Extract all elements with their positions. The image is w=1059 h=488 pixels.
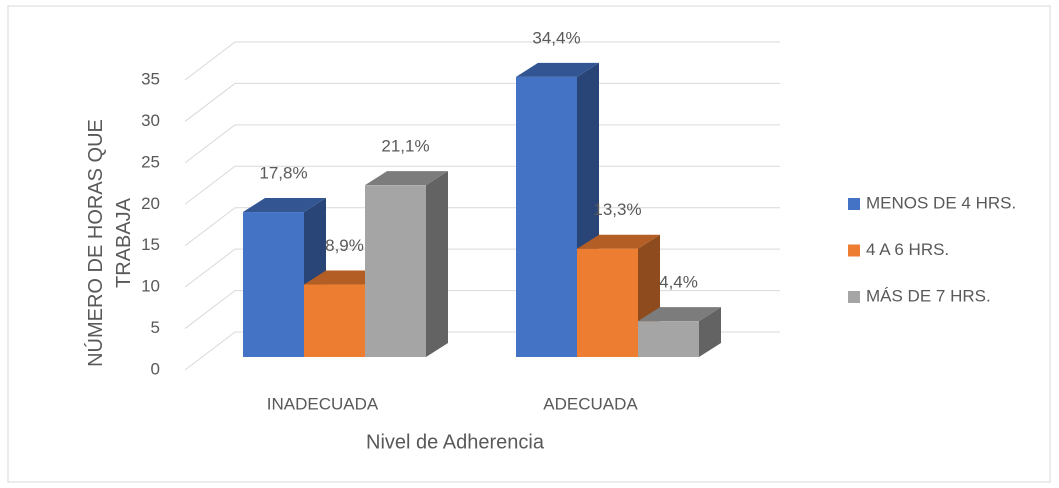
- bar-top: [365, 171, 448, 186]
- y-tick-label: 35: [141, 69, 160, 88]
- bar: [243, 212, 304, 357]
- y-tick-label: 5: [151, 318, 160, 337]
- data-label: 8,9%: [325, 236, 364, 255]
- y-axis-title: NÚMERO DE HORAS QUE TRABAJA: [85, 119, 135, 367]
- legend-swatch: [848, 291, 860, 303]
- bar-top: [577, 234, 660, 249]
- y-tick-label: 30: [141, 111, 160, 130]
- bar: [577, 248, 638, 357]
- bar-top: [243, 198, 326, 213]
- x-tick-label: INADECUADA: [267, 394, 379, 413]
- bar: [365, 185, 426, 357]
- grid-line: [184, 41, 780, 81]
- bar: [516, 76, 577, 357]
- legend-swatch: [848, 244, 860, 257]
- legend-swatch: [848, 198, 860, 210]
- legend-label: MÁS DE 7 HRS.: [866, 286, 991, 305]
- data-label: 21,1%: [381, 137, 429, 156]
- y-tick-label: 25: [141, 152, 160, 171]
- data-label: 34,4%: [532, 28, 580, 47]
- x-tick-label: ADECUADA: [543, 394, 638, 413]
- data-label: 4,4%: [659, 273, 698, 292]
- data-label: 13,3%: [593, 200, 641, 219]
- bar-top: [516, 62, 599, 77]
- legend-label: MENOS DE 4 HRS.: [866, 193, 1016, 212]
- y-tick-label: 10: [141, 277, 160, 296]
- y-tick-label: 15: [141, 235, 160, 254]
- data-label: 17,8%: [259, 164, 307, 183]
- bar: [304, 284, 365, 357]
- bar: [638, 321, 699, 357]
- y-tick-label: 0: [151, 359, 160, 378]
- x-axis-title: Nivel de Adherencia: [366, 431, 545, 453]
- bar-top: [638, 307, 721, 322]
- y-tick-label: 20: [141, 194, 160, 213]
- legend-label: 4 A 6 HRS.: [866, 240, 949, 259]
- bar-side: [699, 307, 721, 357]
- bar-side: [426, 171, 448, 357]
